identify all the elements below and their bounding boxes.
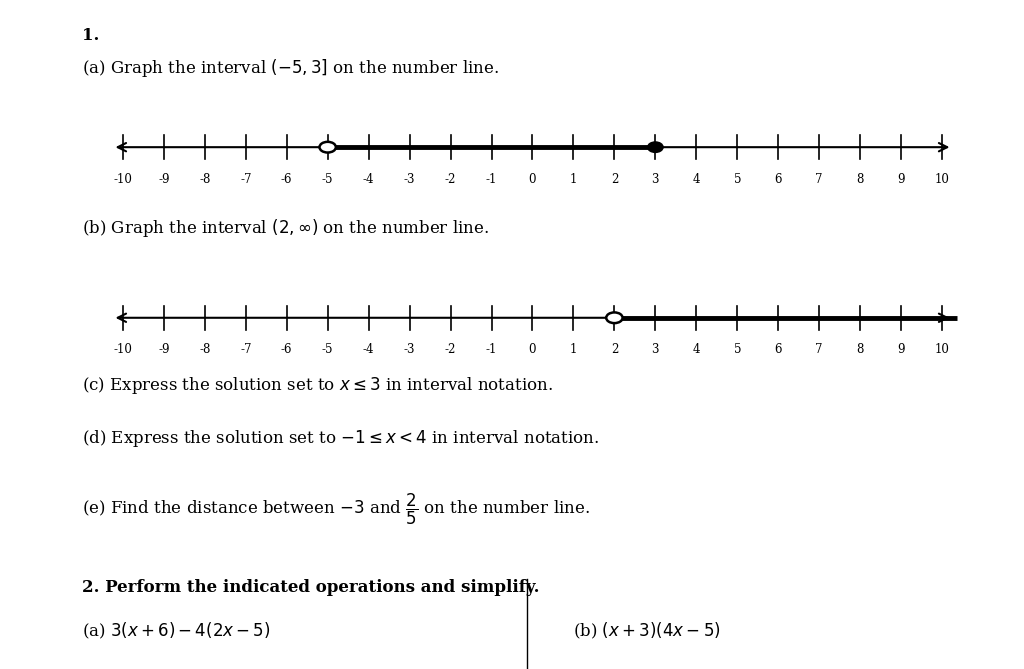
Text: -1: -1 xyxy=(485,173,498,185)
Text: 2: 2 xyxy=(610,343,618,356)
Text: 2: 2 xyxy=(610,173,618,185)
Text: (a) Graph the interval $(-5,3]$ on the number line.: (a) Graph the interval $(-5,3]$ on the n… xyxy=(82,57,499,79)
Text: -4: -4 xyxy=(362,343,375,356)
Text: (d) Express the solution set to $-1 \leq x < 4$ in interval notation.: (d) Express the solution set to $-1 \leq… xyxy=(82,428,599,449)
Text: 0: 0 xyxy=(528,343,537,356)
Text: 10: 10 xyxy=(935,343,949,356)
Text: -10: -10 xyxy=(114,173,132,185)
Text: (a) $3(x+6)-4(2x-5)$: (a) $3(x+6)-4(2x-5)$ xyxy=(82,621,270,641)
Text: -3: -3 xyxy=(403,343,416,356)
Text: 5: 5 xyxy=(733,343,741,356)
Text: -3: -3 xyxy=(403,173,416,185)
Text: (b) Graph the interval $(2,\infty)$ on the number line.: (b) Graph the interval $(2,\infty)$ on t… xyxy=(82,217,489,240)
Text: 4: 4 xyxy=(692,173,700,185)
Text: (e) Find the distance between $-3$ and $\dfrac{2}{5}$ on the number line.: (e) Find the distance between $-3$ and $… xyxy=(82,492,590,527)
Text: 8: 8 xyxy=(856,173,864,185)
Text: -9: -9 xyxy=(158,343,170,356)
Text: 6: 6 xyxy=(774,173,782,185)
Text: 9: 9 xyxy=(897,173,905,185)
Text: 7: 7 xyxy=(815,173,823,185)
Circle shape xyxy=(606,312,623,323)
Text: -2: -2 xyxy=(444,173,457,185)
Text: 5: 5 xyxy=(733,173,741,185)
Text: (b) $(x+3)(4x-5)$: (b) $(x+3)(4x-5)$ xyxy=(573,621,721,641)
Circle shape xyxy=(319,142,336,153)
Text: -2: -2 xyxy=(444,343,457,356)
Text: -8: -8 xyxy=(199,173,211,185)
Text: 4: 4 xyxy=(692,343,700,356)
Text: 1: 1 xyxy=(569,343,578,356)
Text: 7: 7 xyxy=(815,343,823,356)
Text: 8: 8 xyxy=(856,343,864,356)
Text: 10: 10 xyxy=(935,173,949,185)
Text: -5: -5 xyxy=(322,173,334,185)
Text: -10: -10 xyxy=(114,343,132,356)
Circle shape xyxy=(648,142,663,152)
Text: 3: 3 xyxy=(651,173,659,185)
Text: -7: -7 xyxy=(240,173,252,185)
Text: -1: -1 xyxy=(485,343,498,356)
Text: 0: 0 xyxy=(528,173,537,185)
Text: 3: 3 xyxy=(651,343,659,356)
Text: 1: 1 xyxy=(569,173,578,185)
Text: -7: -7 xyxy=(240,343,252,356)
Text: 2. Perform the indicated operations and simplify.: 2. Perform the indicated operations and … xyxy=(82,579,540,595)
Text: (c) Express the solution set to $x \leq 3$ in interval notation.: (c) Express the solution set to $x \leq … xyxy=(82,375,553,395)
Text: 6: 6 xyxy=(774,343,782,356)
Text: 1.: 1. xyxy=(82,27,99,43)
Text: -5: -5 xyxy=(322,343,334,356)
Text: -8: -8 xyxy=(199,343,211,356)
Text: -9: -9 xyxy=(158,173,170,185)
Text: 9: 9 xyxy=(897,343,905,356)
Text: -6: -6 xyxy=(281,173,293,185)
Text: -4: -4 xyxy=(362,173,375,185)
Text: -6: -6 xyxy=(281,343,293,356)
